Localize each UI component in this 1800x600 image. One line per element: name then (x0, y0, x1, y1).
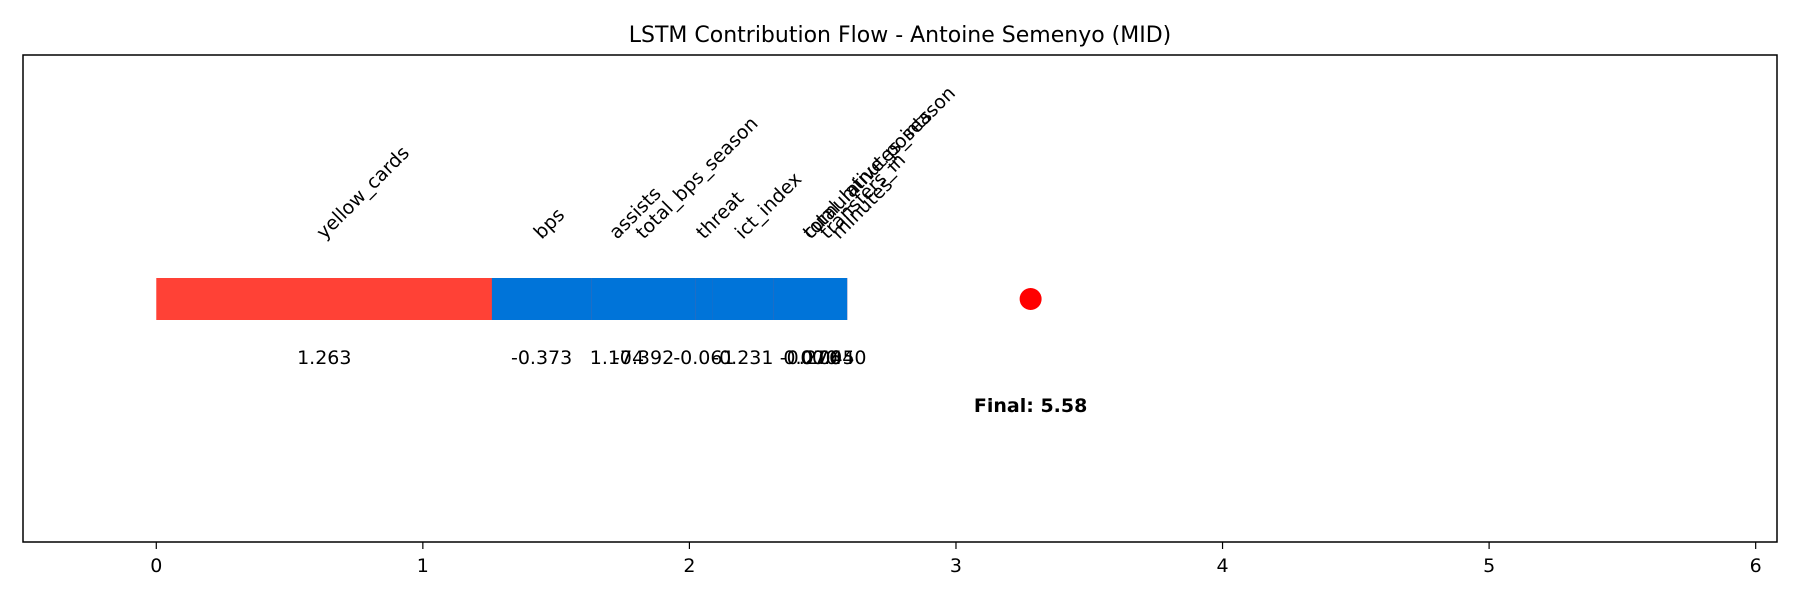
value-label-yellow_cards: 1.263 (297, 347, 351, 369)
chart-title: LSTM Contribution Flow - Antoine Semenyo… (629, 23, 1172, 48)
x-tick-label: 0 (150, 555, 162, 577)
x-tick-label: 4 (1216, 555, 1228, 577)
bar-segment-total_bps_season (591, 278, 696, 320)
bar-segments (156, 278, 848, 320)
x-tick-label: 1 (417, 555, 429, 577)
plot-frame (22, 54, 1778, 543)
value-label-cumulative_points: -0.276 (780, 347, 841, 369)
feature-label-yellow_cards: yellow_cards (312, 142, 414, 244)
value-label-ict_index: -0.231 (712, 347, 773, 369)
value-labels: 1.263 1.174 0.0700.0450.040-0.276-0.231-0.… (297, 347, 866, 369)
value-label-threat: -0.061 (673, 347, 734, 369)
bar-segment-ict_index (712, 278, 774, 320)
x-tick-label: 5 (1483, 555, 1495, 577)
bar-segment-threat (695, 278, 713, 320)
feature-labels: yellow_cards assists total_minutes_seasont… (312, 82, 960, 243)
value-label-total_bps_season: -0.392 (613, 347, 674, 369)
value-label-bps: -0.373 (511, 347, 572, 369)
x-tick-label: 3 (950, 555, 962, 577)
bar-segment-cumulative_points (773, 278, 848, 320)
x-axis: 0 1 2 3 4 5 6 (150, 542, 1762, 577)
value-label-total_minutes_season: 0.070 (783, 347, 837, 369)
final-label: Final: 5.58 (974, 395, 1087, 417)
bar-segment-bps (491, 278, 592, 320)
value-label-minutes: 0.040 (812, 347, 866, 369)
feature-label-bps: bps (530, 204, 570, 244)
x-tick-label: 2 (683, 555, 695, 577)
final-marker-layer (1019, 288, 1042, 310)
value-label-assists: 1.174 (590, 347, 644, 369)
bar-segment-yellow_cards (156, 278, 493, 320)
x-tick-label: 6 (1750, 555, 1762, 577)
final-marker (1019, 288, 1042, 310)
feature-label-cumulative_points: cumulative_points (798, 105, 936, 243)
value-label-transfers_in: 0.045 (800, 347, 854, 369)
